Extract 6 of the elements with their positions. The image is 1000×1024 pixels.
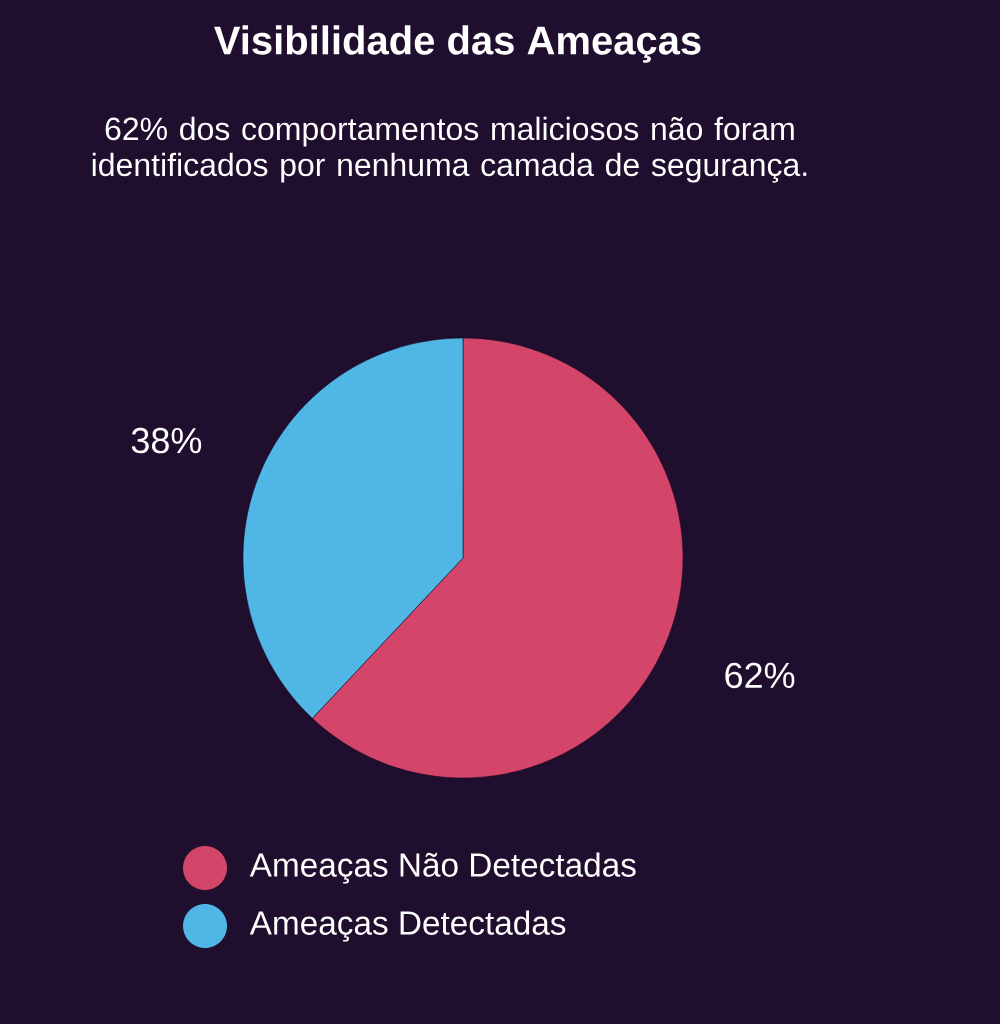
- legend-label: Ameaças Não Detectadas: [249, 852, 636, 884]
- legend-label: Ameaças Detectadas: [249, 910, 566, 942]
- data-label: 62%: [725, 662, 795, 689]
- chart-title: Visibilidade das Ameaças: [214, 25, 701, 63]
- data-label: 38%: [131, 427, 202, 454]
- chart-subtitle: 62% dos comportamentos maliciosos não foram identificados por nenhuma camada de segurança.: [92, 116, 807, 183]
